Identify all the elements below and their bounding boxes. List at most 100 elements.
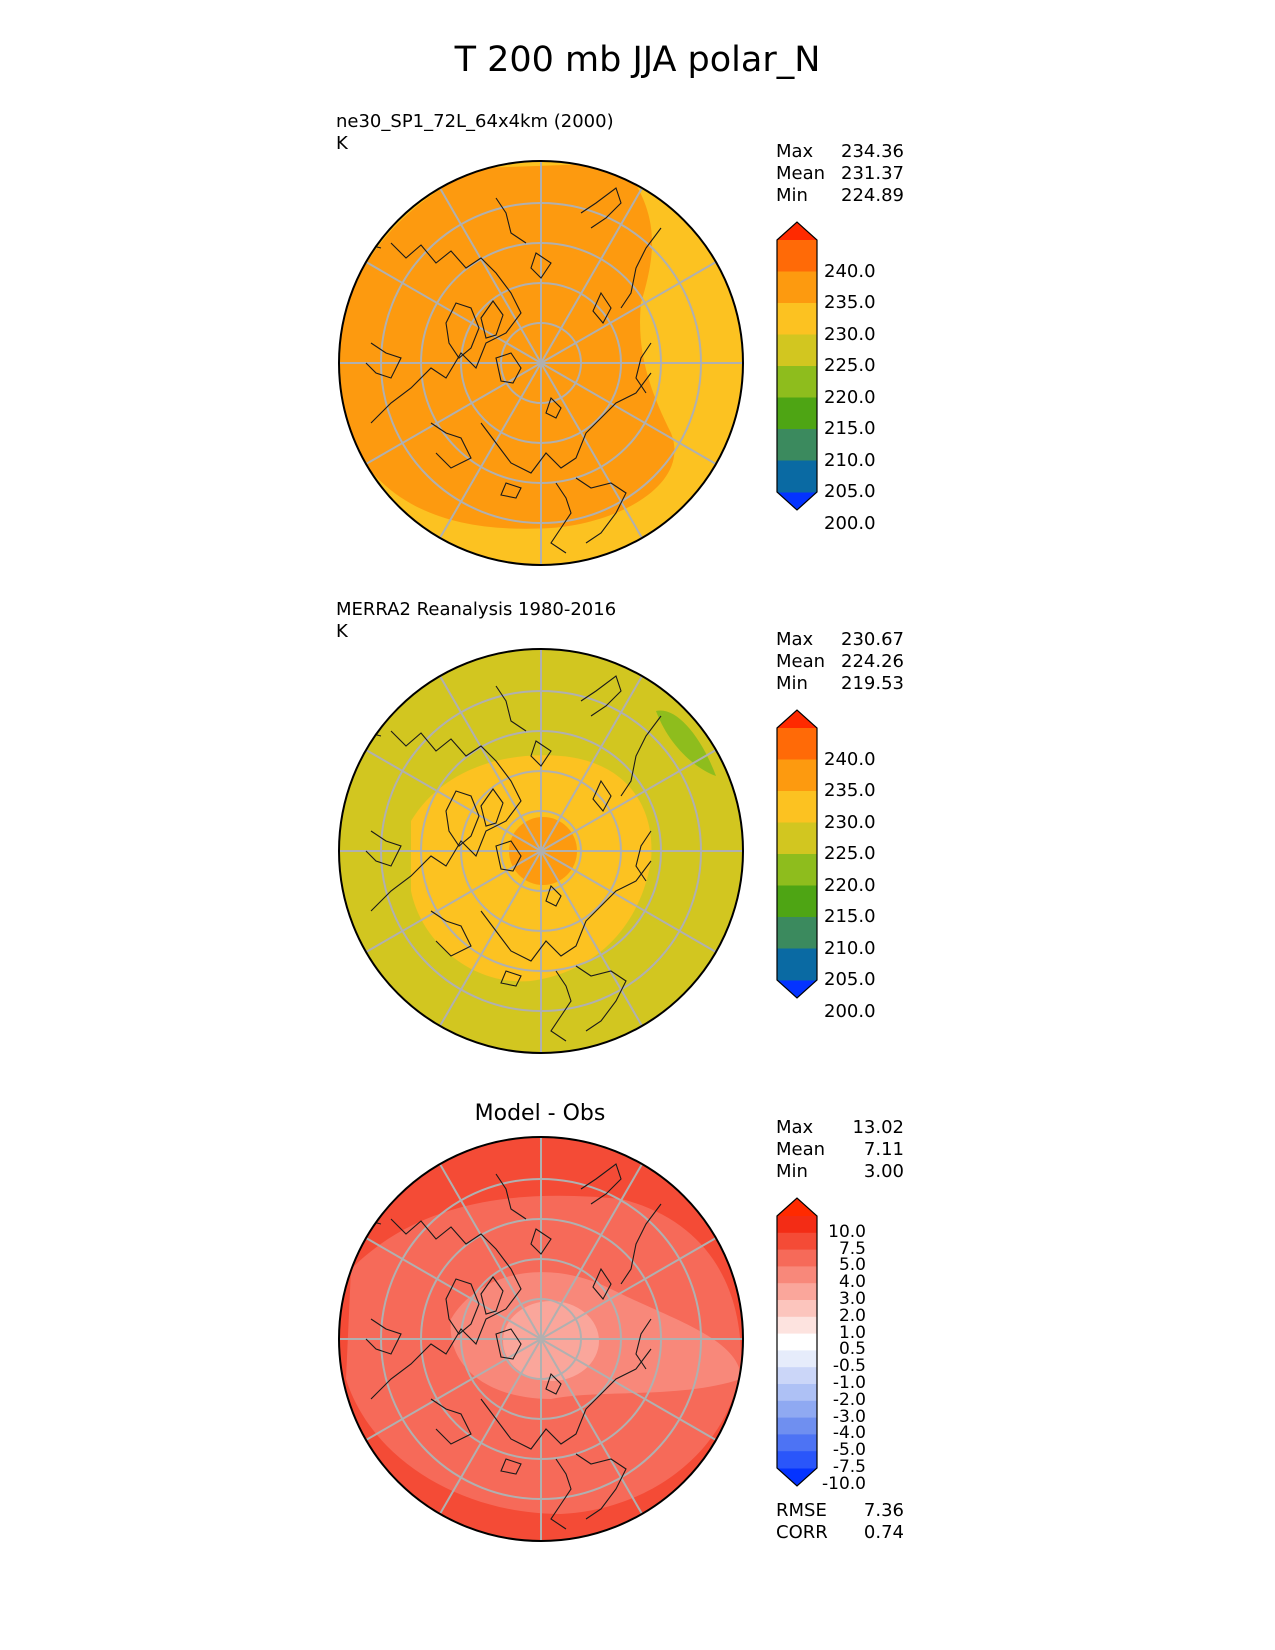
colorbar-tick-label: 215.0 <box>824 418 876 439</box>
stat-mean: Mean 231.37 <box>776 163 904 185</box>
colorbar-extend-min <box>777 980 817 998</box>
colorbar-segment <box>777 759 817 792</box>
colorbar-tick-label: 200.0 <box>824 1000 876 1022</box>
stat-max: Max 230.67 <box>776 629 904 651</box>
colorbar-segment <box>777 1451 817 1469</box>
map-border <box>338 648 744 1054</box>
colorbar-segment <box>777 1417 817 1435</box>
colorbar-segment <box>777 1249 817 1267</box>
colorbar-segment <box>777 240 817 272</box>
colorbar-segment <box>777 397 817 430</box>
graticule <box>339 161 743 565</box>
coastline <box>495 1328 522 1360</box>
colorbar-extend-min <box>777 492 817 510</box>
stat-label: Max <box>776 141 814 162</box>
colorbar-segment <box>777 885 817 918</box>
coastline <box>495 1173 527 1220</box>
coastline <box>480 860 652 962</box>
coastline <box>480 1276 504 1315</box>
colorbar-3 <box>776 1197 818 1487</box>
colorbar-segment <box>777 1266 817 1284</box>
stat-label: CORR <box>776 1522 828 1543</box>
coastline <box>620 227 662 309</box>
coastline <box>370 730 522 912</box>
coastline <box>580 187 622 229</box>
colorbar-segment <box>777 1384 817 1402</box>
stat-label: Min <box>776 185 808 206</box>
coastline <box>370 242 522 424</box>
colorbar-segment <box>777 1300 817 1318</box>
coastline <box>480 300 504 339</box>
map-fill-layer <box>339 649 743 1053</box>
panel-2-title: MERRA2 Reanalysis 1980-2016 <box>336 599 617 620</box>
colorbar-1 <box>776 221 818 511</box>
stat-label: Mean <box>776 1139 826 1160</box>
coastline <box>545 396 562 419</box>
colorbar-tick-label: 200.0 <box>824 512 876 534</box>
coastline <box>575 965 627 1032</box>
stat-corr: CORR 0.74 <box>776 1522 904 1544</box>
colorbar-tick-label: 1.0 <box>838 1322 866 1343</box>
colorbar-segment <box>777 917 817 949</box>
coastline <box>370 1218 522 1400</box>
stat-label: Mean <box>776 163 826 184</box>
colorbar-segment <box>777 271 817 304</box>
colorbar-tick-label: 225.0 <box>824 355 876 376</box>
colorbar-tick-label: -10.0 <box>822 1473 866 1494</box>
coastlines <box>345 187 662 554</box>
panel-2-units: K <box>336 621 348 642</box>
coastline <box>575 477 627 544</box>
colorbar-tick-label: 230.0 <box>824 811 876 833</box>
coastline <box>430 910 472 957</box>
stat-value: 234.36 <box>841 141 904 162</box>
stat-mean: Mean 224.26 <box>776 651 904 673</box>
colorbar-tick-label: 7.5 <box>838 1238 866 1259</box>
panel-3-bottom-stats: RMSE 7.36 CORR 0.74 <box>776 1500 904 1544</box>
coastline <box>530 1228 552 1255</box>
stat-value: 231.37 <box>841 163 904 184</box>
coastline <box>580 675 622 717</box>
colorbar-segment <box>777 728 817 760</box>
coastline <box>495 197 527 244</box>
coastlines <box>345 675 662 1042</box>
stat-value: 7.36 <box>863 1500 904 1521</box>
coastline <box>530 740 552 767</box>
colorbar-segment <box>777 1367 817 1385</box>
stat-rmse: RMSE 7.36 <box>776 1500 904 1522</box>
coastline <box>445 302 480 359</box>
colorbar-tick-label: 210.0 <box>824 937 876 959</box>
colorbar-tick-label: -5.0 <box>832 1440 866 1461</box>
colorbar-outline <box>776 221 818 511</box>
stat-min: Min 219.53 <box>776 673 904 695</box>
colorbar-tick-label: -7.5 <box>832 1457 866 1477</box>
colorbar-segment <box>777 303 817 335</box>
coastline <box>430 422 472 469</box>
colorbar-tick-label: 10.0 <box>828 1221 866 1242</box>
graticule <box>339 1137 743 1541</box>
colorbar-tick-label: 235.0 <box>824 292 876 313</box>
colorbar-extend-max <box>777 222 817 240</box>
panel-2-stats: Max 230.67 Mean 224.26 Min 219.53 <box>776 629 904 695</box>
coastline <box>495 840 522 872</box>
colorbar-tick-label: 225.0 <box>824 843 876 864</box>
colorbar-segment <box>777 1316 817 1335</box>
figure-title: T 200 mb JJA polar_N <box>454 40 821 80</box>
colorbar-segment <box>777 366 817 398</box>
coastline <box>480 1348 652 1450</box>
colorbar-tick-label: 210.0 <box>824 449 876 471</box>
coastline <box>575 1453 627 1520</box>
panel-1-units: K <box>336 133 348 154</box>
colorbar-extend-max <box>777 1198 817 1216</box>
coastline <box>580 1163 622 1205</box>
colorbar-tick-label: 220.0 <box>824 874 876 896</box>
graticule <box>339 649 743 1053</box>
colorbar-tick-label: -3.0 <box>832 1406 866 1427</box>
stat-label: Max <box>776 629 814 650</box>
stat-value: 0.74 <box>863 1522 904 1543</box>
panel-1-title: ne30_SP1_72L_64x4km (2000) <box>336 111 614 132</box>
colorbar-outline <box>776 709 818 999</box>
colorbar-segment <box>777 822 817 855</box>
coastline <box>620 715 662 797</box>
coastline <box>365 830 402 867</box>
colorbar-tick-label: 0.5 <box>838 1339 866 1360</box>
